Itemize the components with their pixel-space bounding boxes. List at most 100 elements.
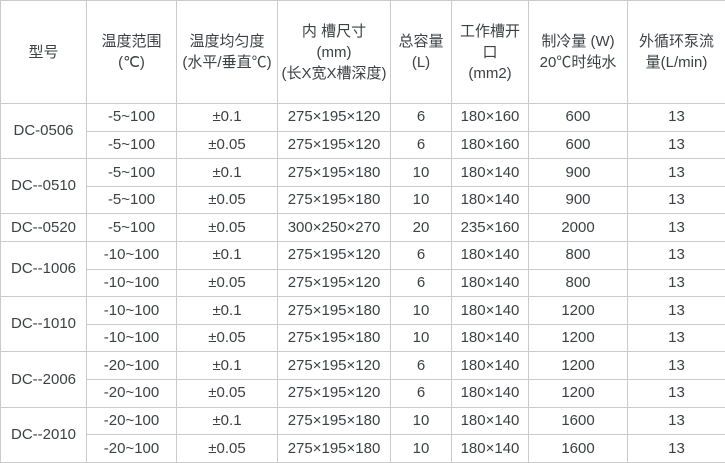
cell-tank-size: 275×195×180 (277, 434, 391, 463)
header-cell-temp-range: 温度范围 (℃) (86, 0, 177, 104)
cell-tank-size: 300×250×270 (277, 213, 391, 243)
model-cell: DC--1010 (0, 296, 87, 353)
spec-table-header: 型号 温度范围 (℃) 温度均匀度 (水平/垂直℃) 内 槽尺寸 (mm) (长… (0, 0, 725, 104)
model-cell: DC--1006 (0, 241, 87, 298)
cell-capacity: 10 (390, 406, 452, 436)
model-cell: DC-0506 (0, 102, 87, 160)
cell-uniformity: ±0.1 (176, 296, 278, 325)
cell-cooling: 2000 (528, 213, 628, 243)
cell-pump-flow: 13 (627, 241, 725, 270)
cell-opening: 180×160 (451, 130, 529, 160)
table-row: DC--1010 -10~100 ±0.1 275×195×180 10 180… (0, 296, 725, 353)
cell-pump-flow: 13 (627, 158, 725, 187)
cell-uniformity: ±0.1 (176, 241, 278, 270)
table-row: DC--0520 -5~100 ±0.05 300×250×270 20 235… (0, 213, 725, 243)
cell-temp-range: -10~100 (86, 268, 177, 298)
table-row: -20~100 ±0.05 275×195×120 6 180×140 1200… (1, 379, 725, 408)
spec-table-body: DC-0506 -5~100 ±0.1 275×195×120 6 180×16… (0, 102, 725, 463)
cell-cooling: 800 (528, 241, 628, 270)
cell-temp-range: -5~100 (86, 213, 177, 243)
cell-pump-flow: 13 (627, 268, 725, 298)
cell-uniformity: ±0.05 (176, 213, 278, 243)
table-row: -10~100 ±0.05 275×195×180 10 180×140 120… (1, 323, 725, 353)
header-cell-opening: 工作槽开 口 (mm2) (451, 0, 529, 104)
cell-opening: 180×140 (451, 351, 529, 381)
cell-uniformity: ±0.1 (176, 103, 278, 132)
cell-tank-size: 275×195×120 (277, 268, 391, 298)
header-cell-capacity: 总容量 (L) (390, 0, 452, 104)
cell-opening: 180×140 (451, 158, 529, 187)
table-row: -5~100 ±0.05 275×195×120 6 180×160 600 1… (1, 130, 725, 160)
cell-tank-size: 275×195×120 (277, 379, 391, 408)
cell-pump-flow: 13 (627, 323, 725, 353)
cell-tank-size: 275×195×180 (277, 158, 391, 187)
cell-tank-size: 275×195×180 (277, 296, 391, 325)
cell-temp-range: -20~100 (86, 379, 177, 408)
cell-pump-flow: 13 (627, 185, 725, 215)
model-cell: DC--0520 (0, 213, 87, 243)
cell-cooling: 600 (528, 130, 628, 160)
cell-temp-range: -10~100 (86, 241, 177, 270)
cell-capacity: 6 (390, 241, 452, 270)
cell-capacity: 6 (390, 103, 452, 132)
cell-opening: 180×140 (451, 379, 529, 408)
cell-cooling: 800 (528, 268, 628, 298)
cell-tank-size: 275×195×120 (277, 103, 391, 132)
cell-capacity: 10 (390, 296, 452, 325)
cell-cooling: 1200 (528, 351, 628, 381)
cell-opening: 180×140 (451, 268, 529, 298)
cell-temp-range: -5~100 (86, 103, 177, 132)
cell-uniformity: ±0.05 (176, 379, 278, 408)
cell-cooling: 1200 (528, 323, 628, 353)
cell-temp-range: -10~100 (86, 323, 177, 353)
header-cell-model: 型号 (0, 0, 87, 104)
cell-opening: 180×140 (451, 296, 529, 325)
cell-uniformity: ±0.1 (176, 158, 278, 187)
cell-temp-range: -5~100 (86, 130, 177, 160)
table-row: DC--2010 -20~100 ±0.1 275×195×180 10 180… (0, 406, 725, 463)
table-row: DC--2006 -20~100 ±0.1 275×195×120 6 180×… (0, 351, 725, 408)
model-cell: DC--2006 (0, 351, 87, 408)
cell-cooling: 1200 (528, 379, 628, 408)
cell-opening: 180×140 (451, 406, 529, 436)
cell-cooling: 900 (528, 158, 628, 187)
cell-temp-range: -10~100 (86, 296, 177, 325)
cell-tank-size: 275×195×120 (277, 241, 391, 270)
cell-opening: 180×160 (451, 103, 529, 132)
cell-tank-size: 275×195×180 (277, 323, 391, 353)
header-cell-uniformity: 温度均匀度 (水平/垂直℃) (176, 0, 278, 104)
cell-temp-range: -5~100 (86, 158, 177, 187)
cell-tank-size: 275×195×180 (277, 185, 391, 215)
cell-uniformity: ±0.05 (176, 185, 278, 215)
cell-pump-flow: 13 (627, 296, 725, 325)
cell-capacity: 10 (390, 158, 452, 187)
cell-capacity: 10 (390, 185, 452, 215)
cell-pump-flow: 13 (627, 351, 725, 381)
cell-pump-flow: 13 (627, 130, 725, 160)
cell-capacity: 6 (390, 351, 452, 381)
cell-tank-size: 275×195×120 (277, 130, 391, 160)
cell-pump-flow: 13 (627, 379, 725, 408)
cell-pump-flow: 13 (627, 406, 725, 436)
table-row: -5~100 ±0.05 275×195×180 10 180×140 900 … (1, 185, 725, 215)
header-cell-cooling: 制冷量 (W) 20℃时纯水 (528, 0, 628, 104)
cell-cooling: 600 (528, 103, 628, 132)
cell-opening: 180×140 (451, 323, 529, 353)
cell-cooling: 1600 (528, 406, 628, 436)
cell-cooling: 900 (528, 185, 628, 215)
model-cell: DC--0510 (0, 158, 87, 215)
model-cell: DC--2010 (0, 406, 87, 463)
header-cell-tank-size: 内 槽尺寸 (mm) (长X宽X槽深度) (277, 0, 391, 104)
cell-uniformity: ±0.05 (176, 434, 278, 463)
cell-temp-range: -20~100 (86, 434, 177, 463)
cell-temp-range: -20~100 (86, 406, 177, 436)
table-row: DC-0506 -5~100 ±0.1 275×195×120 6 180×16… (0, 102, 725, 160)
cell-capacity: 20 (390, 213, 452, 243)
table-row: DC--1006 -10~100 ±0.1 275×195×120 6 180×… (0, 241, 725, 298)
cell-uniformity: ±0.1 (176, 351, 278, 381)
header-cell-pump-flow: 外循环泵流 量(L/min) (627, 0, 725, 104)
cell-pump-flow: 13 (627, 434, 725, 463)
cell-capacity: 6 (390, 130, 452, 160)
